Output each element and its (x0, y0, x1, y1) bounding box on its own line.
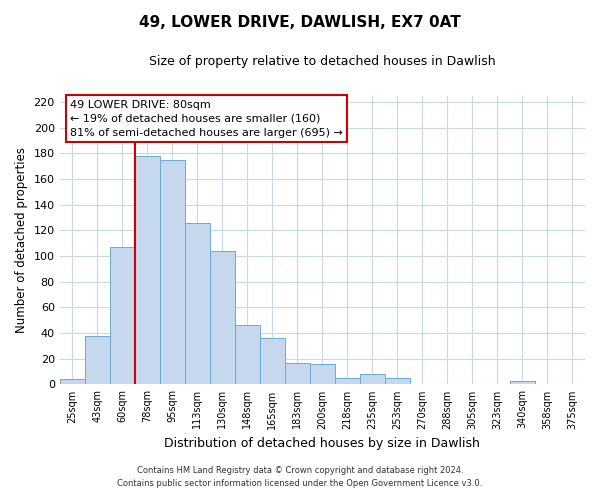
Title: Size of property relative to detached houses in Dawlish: Size of property relative to detached ho… (149, 55, 496, 68)
Bar (310, 364, 335, 384)
Bar (110, 247, 135, 384)
Bar (385, 378, 410, 384)
Text: Contains HM Land Registry data © Crown copyright and database right 2024.
Contai: Contains HM Land Registry data © Crown c… (118, 466, 482, 487)
Bar (510, 380, 535, 384)
Bar (135, 156, 160, 384)
Bar (210, 251, 235, 384)
Bar (260, 338, 285, 384)
Bar (85, 336, 110, 384)
Bar (185, 222, 210, 384)
Bar (360, 374, 385, 384)
Text: 49 LOWER DRIVE: 80sqm
← 19% of detached houses are smaller (160)
81% of semi-det: 49 LOWER DRIVE: 80sqm ← 19% of detached … (70, 100, 343, 138)
X-axis label: Distribution of detached houses by size in Dawlish: Distribution of detached houses by size … (164, 437, 480, 450)
Bar (285, 362, 310, 384)
Bar (335, 378, 360, 384)
Y-axis label: Number of detached properties: Number of detached properties (15, 147, 28, 333)
Bar (235, 326, 260, 384)
Text: 49, LOWER DRIVE, DAWLISH, EX7 0AT: 49, LOWER DRIVE, DAWLISH, EX7 0AT (139, 15, 461, 30)
Bar (59, 380, 85, 384)
Bar (160, 160, 185, 384)
